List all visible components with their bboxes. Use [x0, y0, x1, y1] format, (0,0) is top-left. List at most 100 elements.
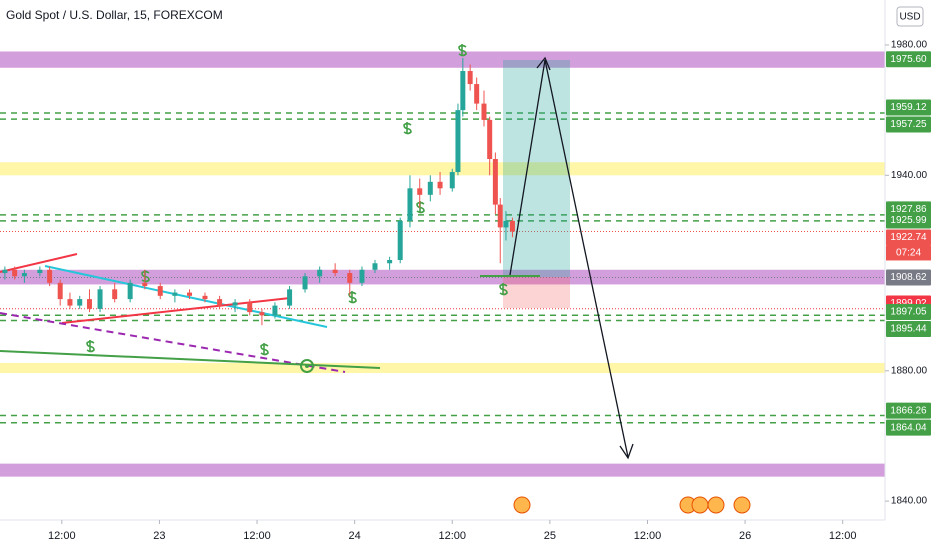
candle-body [217, 299, 223, 306]
event-icon [733, 496, 751, 514]
candle-body [187, 292, 193, 296]
level-label: 1908.62 [890, 272, 927, 283]
candle-body [509, 220, 515, 232]
candle-body [497, 204, 503, 228]
candles [2, 57, 515, 326]
candle-body [487, 119, 493, 159]
y-tick-label: 1840.00 [891, 496, 928, 507]
candle-body [347, 273, 353, 283]
zone [0, 362, 885, 374]
zone [0, 51, 885, 68]
trend-line [0, 350, 381, 369]
level-label-bg [886, 116, 931, 133]
profit-zone [503, 60, 570, 277]
candle-body [127, 282, 133, 300]
level-label: 1897.05 [890, 307, 927, 318]
event-icon [513, 496, 531, 514]
x-tick-label: 12:00 [438, 530, 466, 542]
arrow-head [536, 56, 551, 71]
level-label: 1899.02 [890, 298, 927, 309]
level-label-bg [886, 99, 931, 116]
signal-icon [86, 340, 95, 353]
candle-body [86, 299, 92, 309]
loss-zone [503, 277, 570, 308]
currency-label[interactable]: USD [899, 12, 920, 23]
zone [0, 269, 885, 285]
level-label-bg [886, 402, 931, 419]
x-tick-label: 24 [349, 530, 361, 542]
signal-icon [499, 283, 508, 296]
candle-body [2, 269, 8, 274]
event-icon [691, 496, 709, 514]
candle-body [272, 305, 278, 316]
trend-line [0, 253, 78, 273]
candle-body [259, 312, 265, 316]
y-tick-label: 1980.00 [891, 40, 928, 51]
candle-body [460, 71, 466, 111]
level-label-bg [886, 320, 931, 337]
candle-body [57, 282, 63, 300]
candle-body [455, 110, 461, 173]
marker [305, 364, 309, 368]
signal-icon [348, 291, 357, 304]
candle-body [47, 269, 53, 283]
x-tick-label: 12:00 [634, 530, 662, 542]
chart-title: Gold Spot / U.S. Dollar, 15, FOREXCOM [6, 8, 223, 22]
time-axis [0, 520, 885, 550]
level-label-bg [886, 419, 931, 436]
level-label: 1864.04 [890, 422, 927, 433]
candle-body [142, 282, 148, 287]
candle-body [67, 299, 73, 306]
candle-body [481, 103, 487, 120]
x-tick-label: 12:00 [829, 530, 857, 542]
x-tick-label: 23 [153, 530, 165, 542]
level-label: 1975.60 [890, 54, 927, 65]
y-tick-label: 1880.00 [891, 365, 928, 376]
level-label: 1959.12 [890, 102, 927, 113]
x-tick-label: 26 [739, 530, 751, 542]
level-label: 1957.25 [890, 119, 927, 130]
candle-body [112, 289, 118, 300]
candle-body [474, 84, 480, 104]
drawings [0, 44, 751, 514]
candle-body [332, 269, 338, 274]
candle-body [503, 220, 509, 228]
zones [0, 51, 885, 477]
x-tick-label: 25 [544, 530, 556, 542]
candle-body [172, 292, 178, 296]
countdown-bg [886, 245, 931, 261]
trend-line [61, 297, 291, 324]
trend-line [44, 265, 328, 328]
candle-body [247, 302, 253, 313]
candle-body [449, 172, 455, 189]
zone [0, 463, 885, 477]
candle-body [427, 181, 433, 195]
level-label-bg [886, 229, 931, 246]
event-icons [513, 496, 751, 514]
marker [300, 359, 314, 373]
candle-body [397, 220, 403, 260]
x-tick-label: 12:00 [243, 530, 271, 542]
level-label-bg [886, 303, 931, 320]
candle-body [77, 299, 83, 306]
level-label-bg [886, 212, 931, 229]
level-label: 1927.86 [890, 204, 927, 215]
arrow [509, 59, 546, 276]
level-label-bg [886, 269, 931, 286]
level-label: 1895.44 [890, 324, 927, 335]
currency-button[interactable] [896, 6, 924, 27]
level-label: 1866.26 [890, 405, 927, 416]
countdown: 07:24 [896, 248, 921, 259]
candle-body [407, 188, 413, 221]
zone [0, 162, 885, 176]
level-label: 1925.99 [890, 215, 927, 226]
level-label-bg [886, 51, 931, 68]
arrow [544, 59, 629, 458]
candle-body [232, 302, 238, 306]
signal-icon [458, 44, 467, 57]
arrow-head [619, 443, 634, 460]
candle-body [387, 260, 393, 264]
candle-body [417, 188, 423, 195]
candle-body [437, 181, 443, 189]
